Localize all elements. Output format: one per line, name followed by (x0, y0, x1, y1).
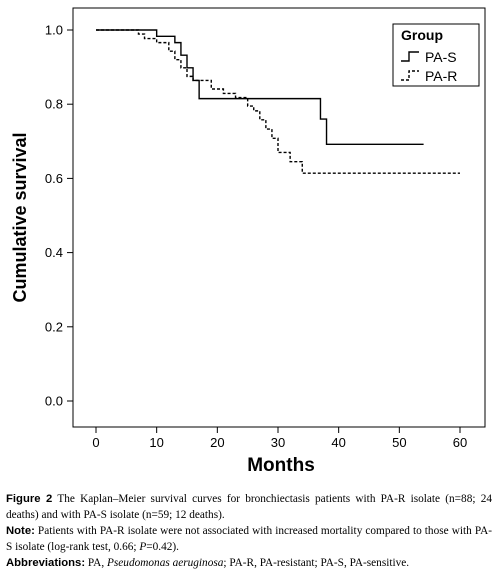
y-axis: 0.0 0.2 0.4 0.6 0.8 1.0 (45, 23, 73, 409)
figure-caption: Figure 2 The Kaplan–Meier survival curve… (6, 491, 492, 571)
note-text-1: Patients with PA-R isolate were not asso… (6, 525, 492, 553)
legend-items: PA-S PA-R (401, 49, 457, 84)
abbrev-text-1: PA, (85, 557, 107, 569)
figure-text: The Kaplan–Meier survival curves for bro… (6, 493, 492, 521)
x-tick-label: 50 (392, 435, 406, 450)
x-tick-label: 10 (149, 435, 163, 450)
abbreviations-label: Abbreviations: (6, 557, 86, 569)
series-line-pa-s (96, 29, 424, 145)
legend-swatch-pa-s (401, 51, 419, 62)
legend-box (392, 23, 480, 87)
x-tick-label: 40 (331, 435, 345, 450)
abbrev-text-2: ; PA-R, PA-resistant; PA-S, PA-sensitive… (223, 557, 410, 569)
caption-abbreviations-line: Abbreviations: PA, Pseudomonas aeruginos… (6, 555, 492, 571)
x-axis: 0 10 20 30 40 50 60 (92, 427, 467, 450)
plot-border (72, 7, 486, 428)
x-axis-title: Months (247, 455, 315, 476)
legend-swatch-pa-r (401, 70, 419, 81)
y-tick-label: 0.6 (45, 171, 63, 186)
y-tick-label: 0.4 (45, 245, 63, 260)
note-text-2: =0.42). (146, 541, 179, 553)
legend-label-pa-s: PA-S (425, 49, 457, 65)
y-tick-label: 1.0 (45, 23, 63, 38)
x-tick-label: 20 (210, 435, 224, 450)
y-tick-label: 0.0 (45, 394, 63, 409)
figure-label: Figure 2 (6, 493, 53, 505)
plot-frame (72, 7, 486, 428)
legend-label-pa-r: PA-R (425, 68, 457, 84)
y-axis-title: Cumulative survival (10, 132, 30, 302)
caption-figure-line: Figure 2 The Kaplan–Meier survival curve… (6, 491, 492, 523)
x-tick-label: 0 (92, 435, 99, 450)
survival-chart: 0 10 20 30 40 50 60 0.00.20.40.60.81.0 Months … (10, 7, 486, 476)
note-p-value-symbol: P (139, 541, 147, 553)
abbrev-italic: Pseudomonas aeruginosa (106, 557, 224, 569)
series-layer (96, 29, 460, 174)
caption-note-line: Note: Patients with PA-R isolate were no… (6, 523, 492, 555)
x-tick-label: 60 (453, 435, 467, 450)
series-line-pa-r (96, 29, 460, 174)
note-label: Note: (6, 525, 35, 537)
legend-title: Group (401, 27, 443, 43)
y-tick-label: 0.8 (45, 97, 63, 112)
x-tick-label: 30 (271, 435, 285, 450)
legend: Group PA-S PA-R (392, 23, 480, 87)
y-tick-label: 0.2 (45, 319, 63, 334)
